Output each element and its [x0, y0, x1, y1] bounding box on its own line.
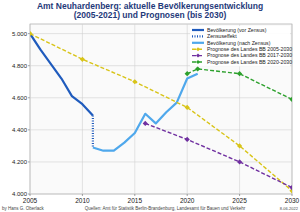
- grid-line: [30, 97, 292, 98]
- grid-line: [82, 24, 83, 194]
- marker: [185, 137, 190, 142]
- marker: [80, 57, 85, 62]
- x-tick-label: 2010: [75, 197, 90, 204]
- grid-line: [30, 194, 292, 195]
- marker: [30, 31, 33, 36]
- marker: [195, 66, 200, 71]
- legend-swatch: [192, 29, 204, 31]
- date: 8-06-2022: [280, 206, 299, 211]
- legend-label: Prognose des Landes BB 2020-2030: [207, 59, 292, 65]
- marker: [237, 71, 242, 76]
- series-line: [92, 115, 94, 147]
- grid-line: [30, 24, 31, 194]
- x-tick-label: 2015: [128, 197, 143, 204]
- plot-frame: [30, 24, 292, 194]
- x-tick-label: 2025: [232, 197, 247, 204]
- legend-marker: [196, 47, 200, 51]
- legend-swatch: [192, 42, 204, 44]
- author: by Hans G. Oberlack: [2, 206, 45, 211]
- legend-label: Zensuseffekt: [207, 33, 237, 39]
- marker: [132, 79, 137, 84]
- x-tick-label: 2020: [180, 197, 195, 204]
- marker: [237, 159, 242, 164]
- x-tick-label: 2005: [23, 197, 38, 204]
- legend-label: Prognose des Landes BB 2005-2030: [207, 46, 292, 52]
- marker: [143, 121, 148, 126]
- y-tick-label: 4.800: [12, 63, 28, 69]
- grid-line: [134, 24, 135, 194]
- x-tick-label: 2030: [285, 197, 300, 204]
- legend-label: Bevölkerung (nach Zensus): [207, 40, 271, 46]
- marker: [289, 97, 292, 102]
- title: Amt Neuhardenberg: aktuelle Bevölkerungs…: [37, 1, 263, 20]
- series-line: [30, 34, 292, 191]
- legend-label: Bevölkerung (vor Zensus): [207, 27, 267, 33]
- y-tick-label: 4.600: [12, 95, 28, 101]
- legend-swatch: [192, 35, 204, 37]
- chart: Amt Neuhardenberg: aktuelle Bevölkerungs…: [0, 0, 300, 212]
- legend-marker: [196, 60, 200, 64]
- y-tick-label: 4.400: [12, 127, 28, 133]
- legend-marker: [196, 54, 200, 58]
- series-line: [93, 74, 198, 151]
- series-line: [145, 123, 292, 187]
- grid-line: [30, 129, 292, 130]
- marker: [185, 105, 190, 110]
- marker: [237, 143, 242, 148]
- data-group: [30, 31, 292, 193]
- series-line: [30, 34, 93, 116]
- marker: [289, 185, 292, 190]
- y-tick-label: 5.000: [12, 31, 28, 37]
- y-tick-label: 4.200: [12, 159, 28, 165]
- series-line: [187, 69, 292, 99]
- title-line: (2005-2021) und Prognosen (bis 2030): [74, 10, 227, 20]
- source: Quellen: Amt für Statistik Berlin-Brande…: [85, 206, 246, 211]
- grid-line: [30, 161, 292, 162]
- legend-label: Prognose des Landes BB 2017-2030: [207, 52, 292, 58]
- legend: Bevölkerung (vor Zensus)ZensuseffektBevö…: [190, 26, 292, 66]
- marker: [185, 71, 190, 76]
